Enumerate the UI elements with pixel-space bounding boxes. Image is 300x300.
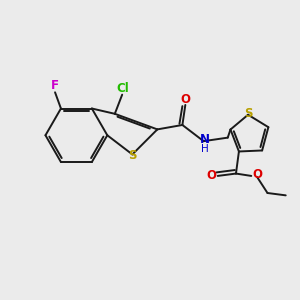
Text: S: S [128,149,137,162]
Text: Cl: Cl [116,82,129,95]
Text: O: O [206,169,216,182]
Text: H: H [201,143,208,154]
Text: S: S [244,107,253,120]
Text: O: O [253,168,263,181]
Text: N: N [200,134,209,146]
Text: O: O [180,93,190,106]
Text: F: F [50,79,59,92]
